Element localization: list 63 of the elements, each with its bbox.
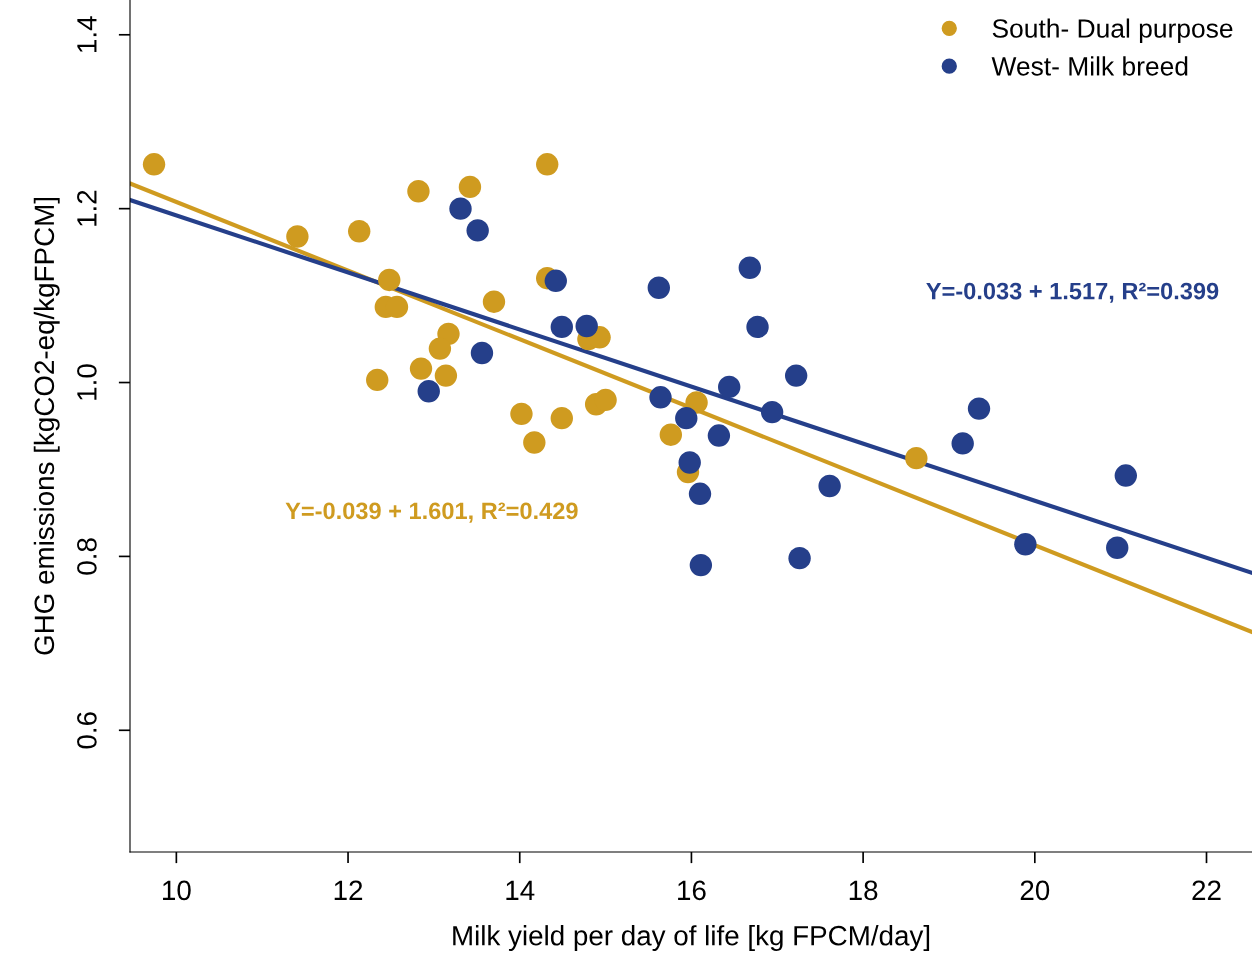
point [951,432,974,455]
y-tick-label: 0.6 [77,712,97,749]
point [470,341,494,365]
point [428,337,452,360]
y-tick-label: 1.2 [77,190,97,226]
point [818,474,841,498]
point [967,397,991,420]
point [784,364,808,387]
point [905,446,928,470]
point [760,400,784,424]
x-tick-label: 14 [506,880,535,900]
point [678,451,701,474]
point [417,380,440,403]
point [659,423,683,446]
annotation: Y=-0.039 + 1.601, R²=0.429 [285,502,578,523]
point [718,375,741,399]
point [466,219,489,242]
point [649,386,672,409]
x-tick-label: 10 [163,880,191,901]
point [689,553,713,577]
point [458,175,482,199]
point [482,290,506,313]
point [348,220,371,243]
point [675,406,698,430]
annotation: Y=-0.033 + 1.517, R²=0.399 [926,282,1219,303]
point [738,256,761,279]
point [594,388,617,412]
point [788,546,811,570]
point [409,357,433,380]
point [647,276,671,299]
point [707,424,731,447]
point [575,314,598,338]
legend-label: South- Dual purpose [992,18,1233,44]
point [378,268,401,292]
y-tick-label: 0.8 [77,538,97,575]
point [434,364,458,387]
point [1106,536,1129,559]
point [685,391,708,414]
point [510,402,533,426]
point [1014,533,1037,556]
point [746,315,769,339]
x-tick-label: 20 [1020,880,1050,901]
point [366,368,389,392]
x-tick-label: 12 [334,880,363,900]
y-tick-label: 1.4 [77,16,97,52]
point [550,315,573,339]
point [536,153,559,176]
point [544,269,567,293]
legend-label: West- Milk breed [991,56,1188,76]
x-axis-title: Milk yield per day of life [kg FPCM/day] [453,925,930,952]
x-tick-label: 18 [849,880,878,901]
y-tick-label: 1.0 [77,364,97,400]
y-axis-title: GHG emissions [kgCO2-eq/kgFPCM] [33,197,60,655]
x-tick-label: 22 [1192,880,1221,900]
point [407,180,430,203]
point [1114,464,1137,487]
point [286,225,309,248]
point [523,431,546,454]
x-tick-label: 16 [678,880,706,901]
point [550,406,573,430]
point [142,153,166,176]
point [449,197,472,220]
point [688,482,712,506]
